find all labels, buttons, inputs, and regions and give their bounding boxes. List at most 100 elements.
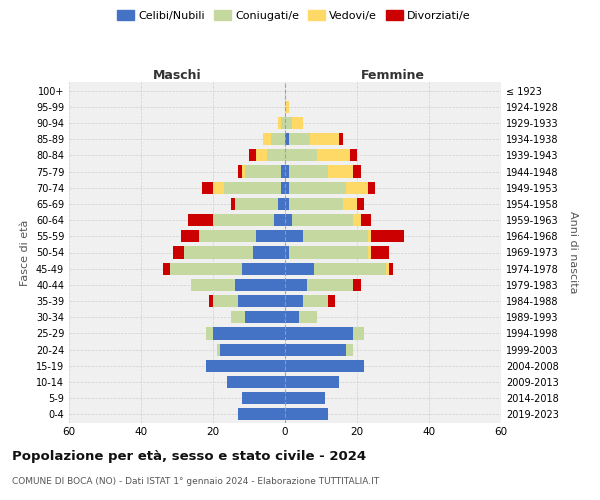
Text: COMUNE DI BOCA (NO) - Dati ISTAT 1° gennaio 2024 - Elaborazione TUTTITALIA.IT: COMUNE DI BOCA (NO) - Dati ISTAT 1° genn… bbox=[12, 478, 379, 486]
Bar bbox=[191, 279, 235, 291]
Bar bbox=[249, 150, 256, 162]
Bar bbox=[285, 117, 292, 129]
Bar bbox=[235, 198, 278, 210]
Bar bbox=[213, 295, 238, 307]
Bar bbox=[307, 279, 353, 291]
Bar bbox=[206, 328, 213, 340]
Bar bbox=[163, 262, 170, 275]
Bar bbox=[220, 344, 285, 355]
Bar bbox=[285, 133, 289, 145]
Bar bbox=[188, 214, 213, 226]
Bar bbox=[350, 150, 357, 162]
Bar bbox=[314, 262, 386, 275]
Bar bbox=[181, 230, 199, 242]
Bar bbox=[285, 279, 307, 291]
Bar bbox=[299, 311, 317, 324]
Bar bbox=[285, 295, 303, 307]
Bar bbox=[285, 182, 289, 194]
Bar bbox=[184, 246, 253, 258]
Bar bbox=[346, 182, 368, 194]
Bar bbox=[245, 166, 281, 177]
Text: Popolazione per età, sesso e stato civile - 2024: Popolazione per età, sesso e stato civil… bbox=[12, 450, 366, 463]
Bar bbox=[278, 198, 285, 210]
Bar bbox=[213, 328, 285, 340]
Bar bbox=[256, 230, 285, 242]
Bar bbox=[285, 100, 289, 113]
Bar bbox=[209, 295, 213, 307]
Bar bbox=[263, 133, 271, 145]
Bar bbox=[213, 214, 274, 226]
Bar bbox=[285, 166, 289, 177]
Bar bbox=[353, 214, 361, 226]
Bar bbox=[346, 344, 353, 355]
Bar bbox=[285, 392, 325, 404]
Bar bbox=[371, 230, 404, 242]
Bar bbox=[285, 262, 314, 275]
Bar bbox=[285, 344, 346, 355]
Bar bbox=[278, 117, 281, 129]
Bar bbox=[289, 246, 368, 258]
Bar bbox=[281, 117, 285, 129]
Bar bbox=[271, 133, 285, 145]
Bar bbox=[368, 246, 371, 258]
Bar bbox=[242, 166, 245, 177]
Bar bbox=[285, 230, 303, 242]
Y-axis label: Fasce di età: Fasce di età bbox=[20, 220, 30, 286]
Bar bbox=[231, 311, 245, 324]
Bar bbox=[353, 328, 364, 340]
Bar bbox=[361, 214, 371, 226]
Bar bbox=[328, 166, 353, 177]
Bar bbox=[224, 182, 281, 194]
Bar bbox=[285, 328, 353, 340]
Bar bbox=[303, 230, 368, 242]
Bar bbox=[289, 166, 328, 177]
Bar bbox=[353, 279, 361, 291]
Bar bbox=[371, 246, 389, 258]
Bar bbox=[353, 166, 361, 177]
Text: Femmine: Femmine bbox=[361, 70, 425, 82]
Bar bbox=[206, 360, 285, 372]
Bar bbox=[339, 133, 343, 145]
Bar bbox=[317, 150, 350, 162]
Bar bbox=[242, 262, 285, 275]
Bar bbox=[289, 182, 346, 194]
Bar bbox=[389, 262, 393, 275]
Bar bbox=[303, 295, 328, 307]
Bar bbox=[285, 376, 339, 388]
Bar bbox=[285, 246, 289, 258]
Bar bbox=[238, 166, 242, 177]
Bar bbox=[274, 214, 285, 226]
Bar bbox=[292, 117, 303, 129]
Bar bbox=[227, 376, 285, 388]
Bar bbox=[202, 182, 213, 194]
Bar bbox=[213, 182, 224, 194]
Bar bbox=[267, 150, 285, 162]
Bar bbox=[281, 166, 285, 177]
Bar bbox=[235, 279, 285, 291]
Bar bbox=[289, 133, 310, 145]
Bar bbox=[242, 392, 285, 404]
Bar bbox=[281, 182, 285, 194]
Bar bbox=[285, 198, 289, 210]
Bar bbox=[253, 246, 285, 258]
Bar bbox=[170, 262, 242, 275]
Bar bbox=[343, 198, 357, 210]
Bar bbox=[357, 198, 364, 210]
Y-axis label: Anni di nascita: Anni di nascita bbox=[568, 211, 578, 294]
Bar bbox=[285, 311, 299, 324]
Bar bbox=[289, 198, 343, 210]
Bar bbox=[368, 230, 371, 242]
Bar bbox=[285, 214, 292, 226]
Bar bbox=[238, 408, 285, 420]
Bar bbox=[285, 360, 364, 372]
Bar bbox=[199, 230, 256, 242]
Bar bbox=[285, 150, 317, 162]
Bar bbox=[173, 246, 184, 258]
Bar bbox=[217, 344, 220, 355]
Bar bbox=[386, 262, 389, 275]
Bar bbox=[231, 198, 235, 210]
Bar bbox=[292, 214, 353, 226]
Bar bbox=[238, 295, 285, 307]
Legend: Celibi/Nubili, Coniugati/e, Vedovi/e, Divorziati/e: Celibi/Nubili, Coniugati/e, Vedovi/e, Di… bbox=[113, 6, 475, 25]
Bar bbox=[328, 295, 335, 307]
